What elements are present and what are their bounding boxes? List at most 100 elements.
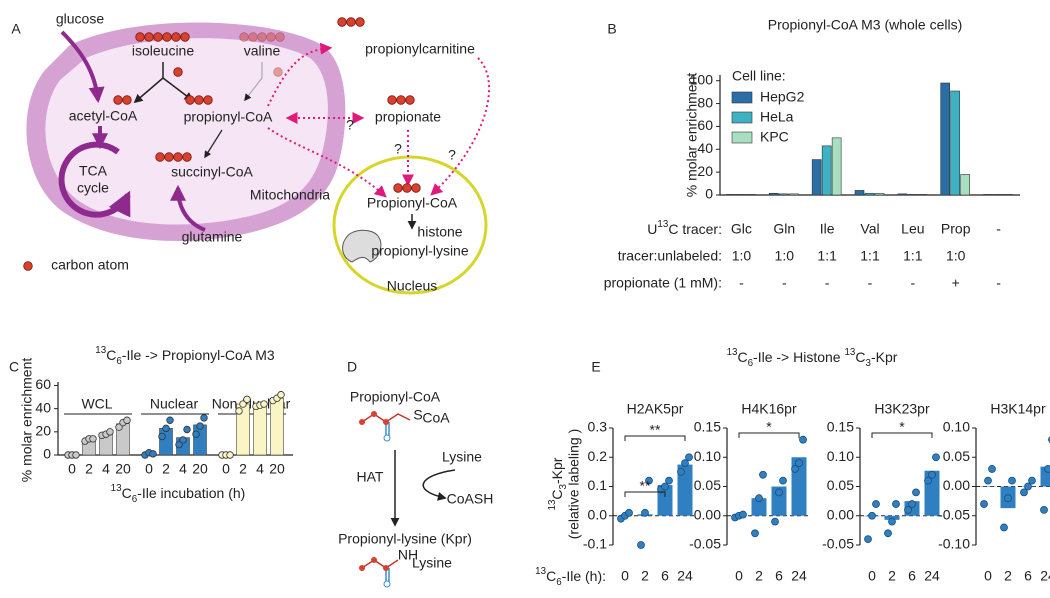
subscript: 3	[558, 483, 569, 489]
label: Mitochondria	[250, 187, 330, 203]
label: acetyl-CoA	[69, 108, 138, 124]
point	[864, 535, 872, 544]
carbon-atom	[153, 32, 163, 42]
question-mark: ?	[448, 147, 456, 163]
point	[226, 451, 234, 459]
label: Propionyl-CoA	[367, 195, 458, 211]
group-label: WCL	[81, 396, 112, 412]
significance-bracket	[624, 435, 686, 441]
table-cell: -	[782, 275, 787, 291]
significance-bracket	[871, 432, 933, 438]
atom	[371, 411, 377, 417]
point	[980, 500, 988, 508]
subscript: 3	[866, 358, 872, 369]
question-mark: ?	[346, 117, 354, 133]
label: propionate	[375, 109, 441, 125]
y-tick-label: 20	[35, 423, 51, 439]
carbon-atom	[402, 183, 412, 193]
text-part: C tracer:	[668, 221, 722, 237]
label: propionylcarnitine	[365, 41, 475, 57]
y-tick-label: 0.05	[694, 477, 721, 493]
table-cell: 1:0	[946, 248, 966, 264]
molecule	[361, 559, 399, 569]
point	[1008, 476, 1016, 485]
text-part: -Kpr	[549, 457, 565, 484]
table-cell: +	[952, 275, 960, 291]
significance-label: *	[899, 419, 905, 435]
panel-label: E	[591, 359, 600, 375]
x-tick-label: 2	[1004, 568, 1012, 584]
label: CoASH	[447, 491, 494, 507]
x-tick-label: 2	[755, 568, 763, 584]
bar	[677, 464, 693, 516]
point	[872, 500, 880, 508]
y-tick-label: 0	[43, 446, 51, 462]
carbon-atom	[248, 32, 258, 42]
text-part: -Ile -> Histone	[753, 349, 844, 365]
label: glutamine	[182, 229, 243, 245]
atom	[371, 557, 377, 563]
carbon-atom	[164, 152, 174, 162]
y-tick-label: -0.05	[689, 536, 721, 552]
bar	[950, 90, 961, 196]
y-tick-label: 0.3	[588, 419, 608, 435]
x-tick-label: 0	[984, 568, 992, 584]
x-tick-label: 20	[115, 461, 131, 477]
carbon-atom	[171, 32, 181, 42]
x-tick-label: Ile	[820, 221, 835, 237]
y-tick-label: 0.1	[588, 477, 608, 493]
legend-title: Cell line:	[732, 68, 786, 84]
carbon-atom	[273, 67, 283, 77]
chart-title: 13C6-Ile -> Propionyl-CoA M3	[95, 345, 275, 367]
point	[89, 435, 97, 443]
y-axis-label: (relative labeling )	[566, 429, 582, 540]
point	[932, 453, 940, 462]
carbon-atom	[387, 95, 397, 105]
bar	[736, 194, 746, 196]
x-tick-label: 6	[661, 568, 669, 584]
atom	[359, 565, 365, 571]
x-tick-label: 4	[179, 461, 187, 477]
y-tick-label: 0.00	[827, 506, 854, 522]
point	[260, 400, 268, 408]
point	[799, 435, 807, 444]
point	[1020, 488, 1028, 497]
point	[625, 508, 633, 517]
point	[739, 510, 747, 519]
x-tick-label: 20	[192, 461, 208, 477]
point	[1024, 482, 1032, 491]
x-tick-label: 24	[677, 568, 693, 584]
point	[681, 459, 689, 468]
x-tick-label: Glc	[731, 221, 752, 237]
x-tick-label: 24	[791, 568, 807, 584]
point	[637, 541, 645, 549]
point	[685, 453, 693, 462]
text-part: C	[549, 489, 565, 499]
panel-label: A	[11, 21, 21, 37]
x-tick-label: 0	[145, 461, 153, 477]
y-tick-label: 0.15	[827, 419, 854, 435]
significance-label: *	[766, 419, 772, 435]
carbon-atom	[355, 17, 365, 27]
panel-a-shapes	[26, 22, 491, 295]
point	[243, 395, 251, 404]
carbon-atom	[144, 32, 154, 42]
dotted-arrows	[267, 42, 491, 198]
superscript: 13	[844, 347, 855, 358]
bar	[253, 404, 267, 456]
label: isoleucine	[132, 43, 194, 59]
point	[775, 488, 783, 497]
y-tick-label: 0.0	[588, 506, 608, 522]
bar	[1040, 466, 1050, 487]
y-tick-label: 100	[690, 71, 714, 87]
legend-label: HeLa	[760, 109, 794, 125]
bar	[768, 192, 779, 196]
x-tick-label: 2	[162, 461, 170, 477]
carbon-atom	[113, 95, 123, 105]
x-tick-label: 2	[641, 568, 649, 584]
legend-label: HepG2	[760, 89, 805, 105]
y-tick-label: 40	[697, 140, 713, 156]
table-cell: 1:1	[903, 248, 923, 264]
y-axis-label: % molar enrichment	[19, 358, 35, 483]
